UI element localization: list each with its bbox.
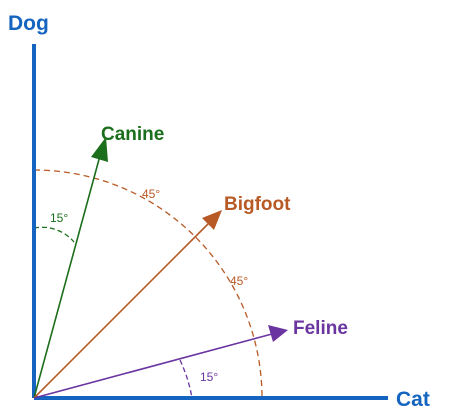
angle-label-feline-cat: 15° [200,370,218,384]
large-angle-arc [33,169,263,399]
feline-arrowhead [268,325,288,342]
canine-label: Canine [101,124,164,145]
bigfoot-vector-line [33,221,211,399]
feline-vector-line [33,333,273,399]
vector-bigfoot: Bigfoot [33,194,291,399]
angle-label-bigfoot-feline: 45° [230,274,248,288]
feline-label: Feline [293,318,348,339]
feline-angle-arc [179,359,193,399]
vector-feline: Feline [33,318,348,399]
angle-label-canine-dog: 15° [50,211,68,225]
y-axis-label: Dog [8,12,49,35]
canine-vector-line [33,151,102,399]
bigfoot-label: Bigfoot [224,194,291,215]
x-axis-label: Cat [396,388,430,411]
canine-arrowhead [91,137,108,162]
canine-angle-arc [33,226,75,243]
vector-canine: Canine [33,124,164,399]
angle-label-canine-bigfoot: 45° [142,187,160,201]
bigfoot-arrowhead [202,210,222,230]
